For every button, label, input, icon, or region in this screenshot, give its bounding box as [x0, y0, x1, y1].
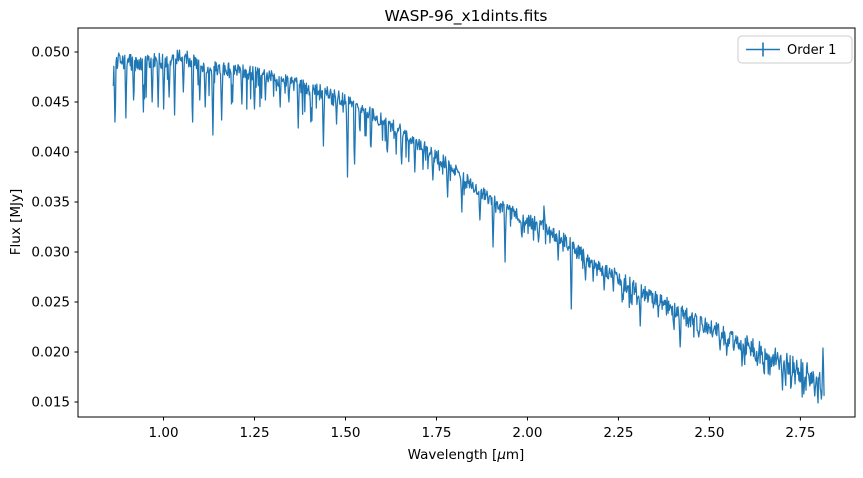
axes-frame [77, 27, 856, 418]
legend-box [737, 35, 853, 64]
x-tick-label: 2.00 [512, 425, 542, 441]
y-axis-label: Flux [MJy] [8, 189, 24, 256]
y-tick-label: 0.045 [31, 95, 70, 111]
y-tick-label: 0.020 [31, 345, 70, 361]
y-tick-label: 0.030 [31, 245, 70, 261]
plot-area [78, 28, 855, 417]
y-tick-label: 0.025 [31, 295, 70, 311]
chart-title: WASP-96_x1dints.fits [385, 7, 548, 26]
x-tick-label: 2.25 [603, 425, 633, 441]
x-axis-ticks: 1.00 1.25 1.50 1.75 2.00 2.25 2.50 2.75 [148, 417, 815, 441]
y-tick-label: 0.035 [31, 195, 70, 211]
spectrum-line [112, 49, 825, 404]
y-axis-ticks: 0.015 0.020 0.025 0.030 0.035 0.040 0.045 0.050 [31, 45, 78, 411]
x-tick-label: 1.00 [148, 425, 178, 441]
y-tick-label: 0.050 [31, 45, 70, 61]
legend: Order 1 [737, 35, 853, 64]
legend-label: Order 1 [787, 43, 836, 58]
x-tick-label: 2.50 [694, 425, 724, 441]
x-tick-label: 1.50 [330, 425, 360, 441]
x-tick-label: 1.75 [421, 425, 451, 441]
y-tick-label: 0.015 [31, 395, 70, 411]
y-tick-label: 0.040 [31, 145, 70, 161]
x-tick-label: 1.25 [239, 425, 269, 441]
x-axis-label: Wavelength [μm] [408, 447, 525, 463]
x-tick-label: 2.75 [785, 425, 815, 441]
